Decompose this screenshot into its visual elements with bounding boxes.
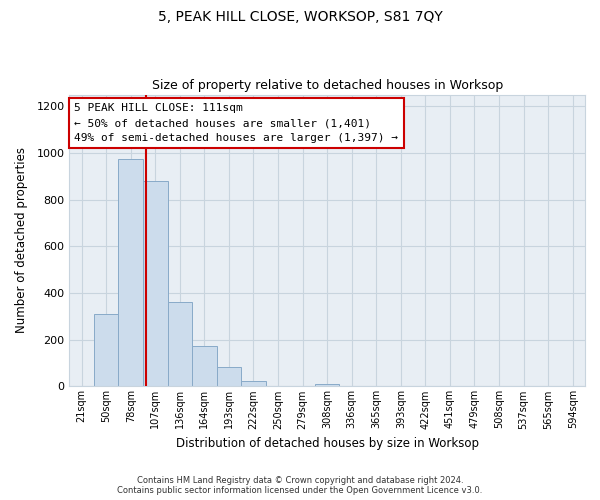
Bar <box>315 384 340 386</box>
Bar <box>217 366 241 386</box>
Bar <box>143 181 167 386</box>
Text: Contains HM Land Registry data © Crown copyright and database right 2024.
Contai: Contains HM Land Registry data © Crown c… <box>118 476 482 495</box>
X-axis label: Distribution of detached houses by size in Worksop: Distribution of detached houses by size … <box>176 437 479 450</box>
Bar <box>241 380 266 386</box>
Bar <box>118 159 143 386</box>
Text: 5, PEAK HILL CLOSE, WORKSOP, S81 7QY: 5, PEAK HILL CLOSE, WORKSOP, S81 7QY <box>158 10 442 24</box>
Text: 5 PEAK HILL CLOSE: 111sqm
← 50% of detached houses are smaller (1,401)
49% of se: 5 PEAK HILL CLOSE: 111sqm ← 50% of detac… <box>74 104 398 143</box>
Bar <box>94 314 118 386</box>
Bar <box>167 302 192 386</box>
Y-axis label: Number of detached properties: Number of detached properties <box>15 148 28 334</box>
Title: Size of property relative to detached houses in Worksop: Size of property relative to detached ho… <box>152 79 503 92</box>
Bar <box>192 346 217 387</box>
